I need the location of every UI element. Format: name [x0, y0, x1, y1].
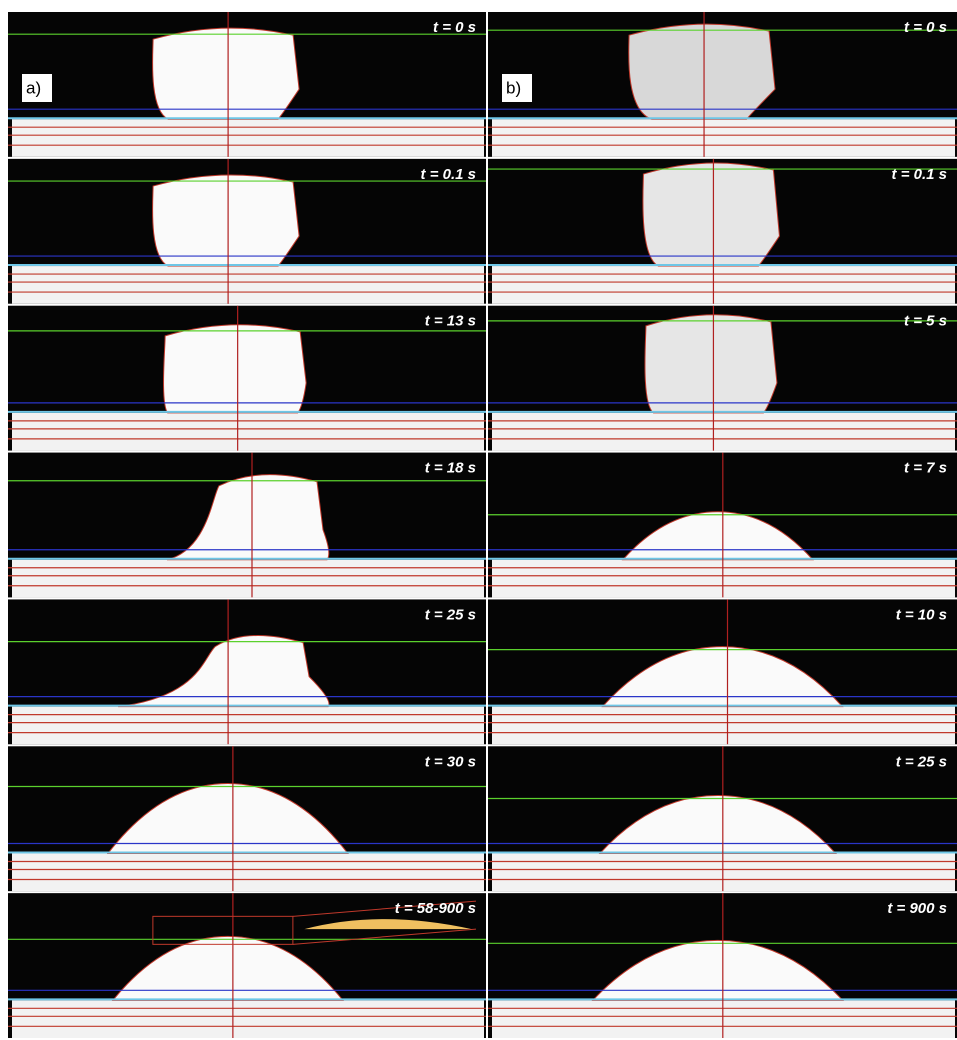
time-label: t = 58-900 s	[395, 900, 476, 917]
time-label: t = 0 s	[904, 19, 947, 36]
time-label: t = 25 s	[425, 606, 476, 623]
substrate	[492, 853, 955, 891]
time-label: t = 5 s	[904, 313, 947, 330]
frame: t = 0 s a)	[8, 12, 486, 157]
time-label: t = 10 s	[896, 606, 947, 623]
frame: t = 30 s	[8, 746, 486, 891]
substrate	[12, 119, 484, 157]
frame: t = 18 s	[8, 453, 486, 598]
frame: t = 25 s	[8, 599, 486, 744]
frame: t = 10 s	[488, 599, 957, 744]
substrate	[12, 560, 484, 598]
time-label: t = 25 s	[896, 753, 947, 770]
frame: t = 25 s	[488, 746, 957, 891]
time-label: t = 0 s	[433, 19, 476, 36]
droplet	[629, 24, 775, 119]
time-label: t = 7 s	[904, 460, 947, 477]
substrate	[12, 266, 484, 304]
droplet	[164, 325, 307, 413]
substrate	[492, 707, 955, 745]
time-label: t = 900 s	[887, 900, 947, 917]
substrate	[492, 560, 955, 598]
time-label: t = 13 s	[425, 313, 476, 330]
substrate	[492, 413, 955, 451]
frame: t = 0.1 s	[8, 159, 486, 304]
frame: t = 13 s	[8, 306, 486, 451]
droplet	[643, 163, 780, 266]
substrate	[12, 853, 484, 891]
time-label: t = 0.1 s	[421, 166, 476, 183]
frame: t = 7 s	[488, 453, 957, 598]
substrate	[492, 266, 955, 304]
droplet	[153, 28, 300, 119]
substrate	[12, 413, 484, 451]
panel-label: a)	[26, 78, 41, 97]
time-label: t = 0.1 s	[892, 166, 947, 183]
figure: t = 0 s a) t = 0.1 s t = 13 s t = 18 s t = 25…	[0, 0, 957, 1040]
frame: t = 0.1 s	[488, 159, 957, 304]
droplet	[645, 315, 777, 413]
time-label: t = 30 s	[425, 753, 476, 770]
substrate	[12, 1000, 484, 1038]
frame: t = 0 s b)	[488, 12, 957, 157]
frame: t = 5 s	[488, 306, 957, 451]
frame: t = 58-900 s	[8, 893, 486, 1038]
droplet	[153, 175, 300, 266]
substrate	[492, 119, 955, 157]
frame: t = 900 s	[488, 893, 957, 1038]
panel-label: b)	[506, 78, 521, 97]
time-label: t = 18 s	[425, 460, 476, 477]
substrate	[492, 1000, 955, 1038]
substrate	[12, 707, 484, 745]
